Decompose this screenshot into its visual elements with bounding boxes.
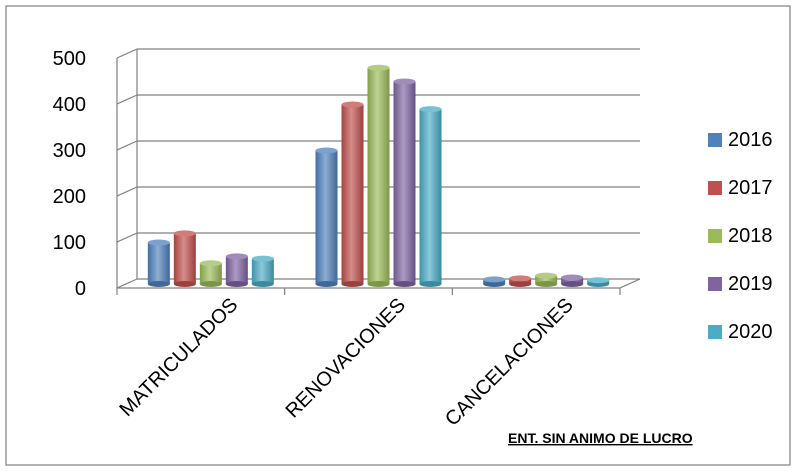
bar-matriculados-2018 <box>199 260 222 287</box>
legend-label-2018: 2018 <box>728 225 773 247</box>
legend-label-2017: 2017 <box>728 177 773 199</box>
bars <box>147 64 610 287</box>
y-tick-label: 300 <box>53 140 86 162</box>
legend: 2016 2017 2018 2019 2020 <box>708 129 773 343</box>
floor-edge <box>619 278 641 289</box>
bar-renovaciones-2016 <box>315 147 338 287</box>
gridline-diagonal <box>116 186 138 197</box>
bar-cancelaciones-2019 <box>561 274 584 287</box>
bar-renovaciones-2018 <box>367 64 390 287</box>
chart-annotation: ENT. SIN ANIMO DE LUCRO <box>508 430 693 446</box>
y-tick-label: 200 <box>53 186 86 208</box>
bar-matriculados-2019 <box>225 253 248 287</box>
legend-label-2016: 2016 <box>728 129 773 151</box>
y-tick-labels: 0 100 200 300 400 500 <box>53 48 86 300</box>
gridline-diagonal <box>116 48 138 59</box>
legend-swatch-2020 <box>708 325 722 339</box>
gridline-diagonal <box>116 278 138 289</box>
y-tick-label: 100 <box>53 232 86 254</box>
axes <box>116 58 641 295</box>
bar-matriculados-2020 <box>251 255 274 287</box>
legend-swatch-2018 <box>708 229 722 243</box>
gridline-diagonal <box>116 94 138 105</box>
y-tick-label: 0 <box>75 278 86 300</box>
bar-cancelaciones-2017 <box>509 275 532 287</box>
legend-swatch-2016 <box>708 133 722 147</box>
legend-label-2020: 2020 <box>728 321 773 343</box>
bar-renovaciones-2020 <box>419 106 442 287</box>
y-tick-label: 500 <box>53 48 86 70</box>
legend-swatch-2019 <box>708 277 722 291</box>
bar-cancelaciones-2016 <box>483 276 506 287</box>
y-tick-label: 400 <box>53 94 86 116</box>
bar-renovaciones-2017 <box>341 101 364 287</box>
legend-label-2019: 2019 <box>728 273 773 295</box>
bar-cancelaciones-2020 <box>587 277 610 287</box>
legend-swatch-2017 <box>708 181 722 195</box>
bar-renovaciones-2019 <box>393 78 416 287</box>
bar-matriculados-2016 <box>147 239 170 287</box>
gridline-diagonal <box>116 232 138 243</box>
gridline-diagonal <box>116 140 138 151</box>
bar-matriculados-2017 <box>173 230 196 287</box>
bar-cancelaciones-2018 <box>535 272 558 287</box>
